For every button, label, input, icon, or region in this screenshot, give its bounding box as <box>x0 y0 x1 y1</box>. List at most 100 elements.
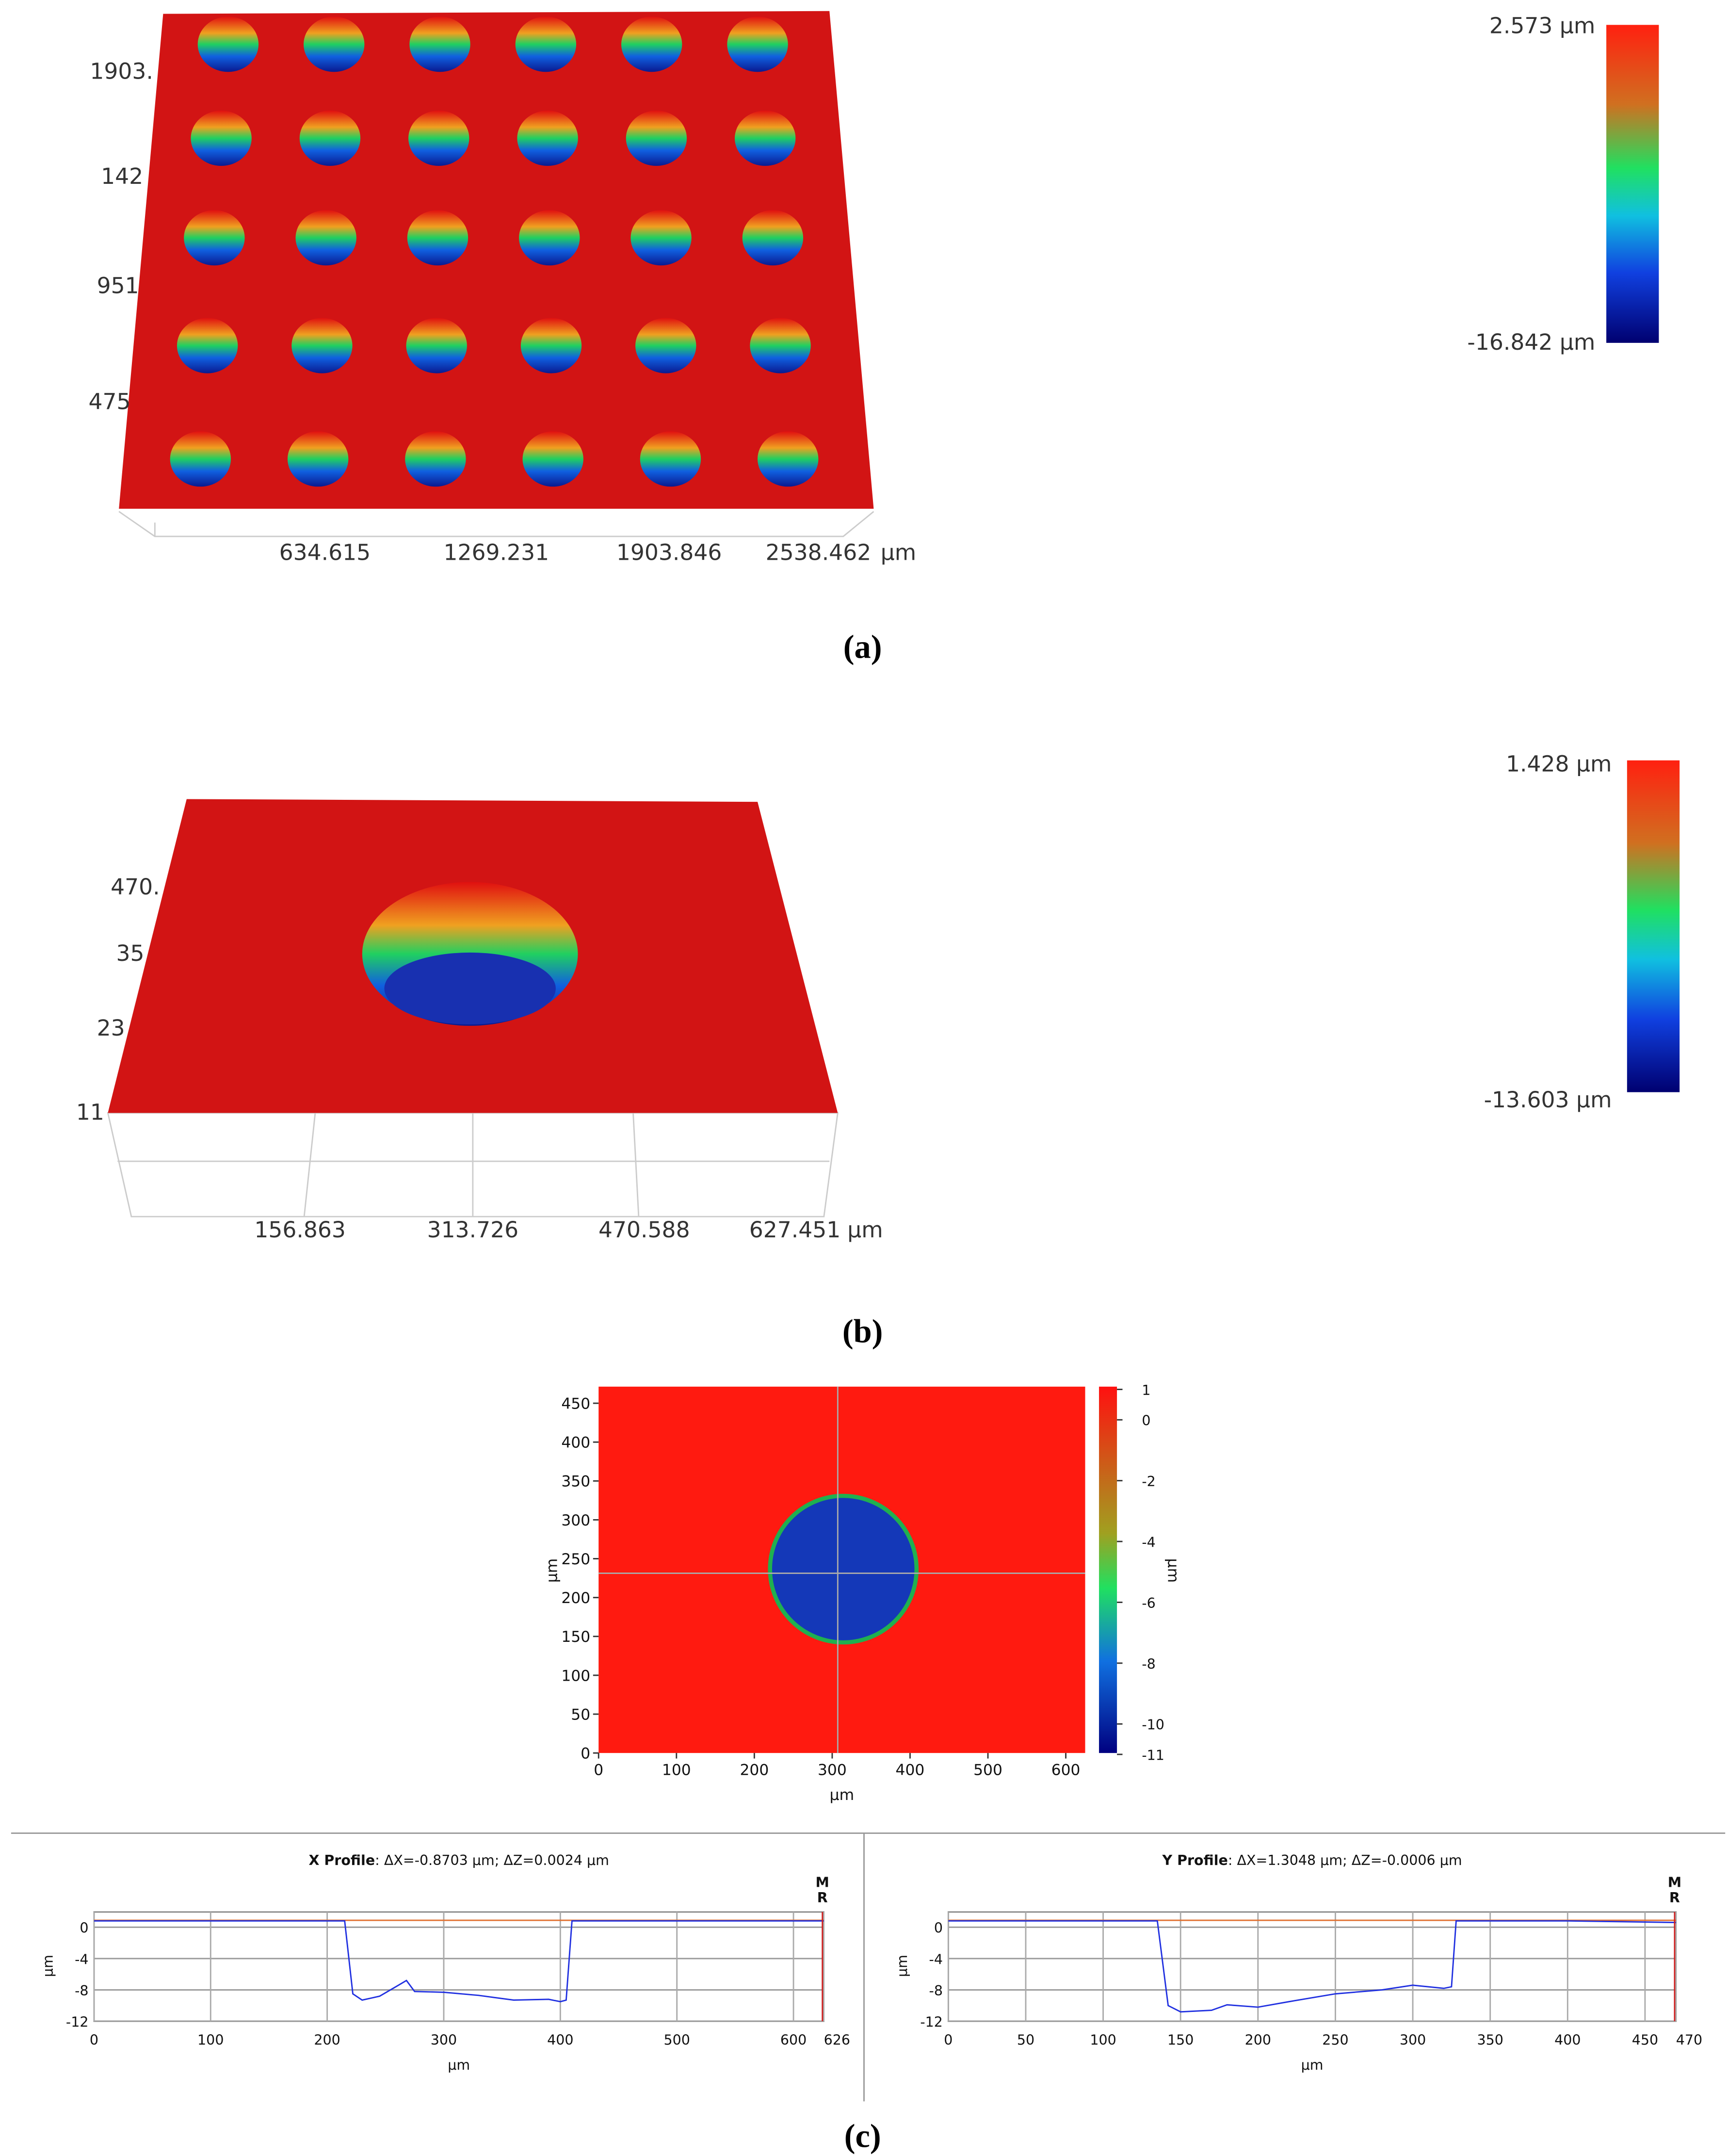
y-label: 23 <box>97 1015 125 1041</box>
profile-title: X Profile: ΔX=-0.8703 µm; ΔZ=0.0024 µm <box>309 1852 609 1868</box>
x-tick-label: 0 <box>944 2032 953 2048</box>
y-axis-label: µm <box>40 1955 56 1977</box>
y-label: 35 <box>116 940 145 966</box>
title: X Profile <box>309 1852 375 1868</box>
caption: (b) <box>842 1313 883 1350</box>
y-tick-label: 400 <box>561 1434 590 1452</box>
y-tick-label: 100 <box>561 1667 590 1685</box>
x-tick-label: 300 <box>431 2032 457 2048</box>
x-tick-label: 250 <box>1322 2032 1348 2048</box>
x-tick-label: 150 <box>1167 2032 1194 2048</box>
dimple <box>727 16 788 72</box>
y-tick-label: -8 <box>75 1983 88 1999</box>
x-label: 2538.462 <box>766 539 872 565</box>
dimple <box>635 318 696 373</box>
x-label: 1903.846 <box>616 539 722 565</box>
colorbar-c <box>1099 1386 1117 1753</box>
title: Y Profile <box>1162 1852 1228 1868</box>
dimple <box>515 16 577 72</box>
dimple <box>405 431 466 487</box>
colorbar-tick-label: -10 <box>1142 1717 1164 1733</box>
dimple <box>640 431 701 487</box>
panel-b-box <box>107 1112 839 1217</box>
dimple <box>299 111 361 166</box>
profile-title: Y Profile: ΔX=1.3048 µm; ΔZ=-0.0006 µm <box>1162 1852 1462 1868</box>
colorbar-tick-label: 1 <box>1142 1382 1150 1398</box>
y-tick-label: -8 <box>929 1983 943 1999</box>
y-axis-label: µm <box>544 1558 561 1583</box>
y-tick-label: 50 <box>571 1706 590 1723</box>
y-tick-label: 150 <box>561 1628 590 1646</box>
x-tick-label: 0 <box>594 1762 603 1779</box>
y-axis-label: µm <box>894 1955 910 1977</box>
x-tick-label: 500 <box>664 2032 690 2048</box>
x-label: 470.588 <box>598 1217 690 1243</box>
dimple <box>750 318 811 373</box>
subtitle: : ΔX=1.3048 µm; ΔZ=-0.0006 µm <box>1228 1852 1462 1868</box>
x-tick-label: 400 <box>547 2032 573 2048</box>
y-label: 142 <box>101 163 143 189</box>
y-tick-label: 0 <box>581 1745 590 1763</box>
y-label: 951 <box>97 273 139 298</box>
y-tick-label: -4 <box>75 1951 88 1967</box>
dimple <box>519 210 580 266</box>
dimple <box>522 431 583 487</box>
panel-a-box <box>118 511 874 537</box>
dimple <box>170 431 231 487</box>
scale-min: -16.842 µm <box>1467 329 1595 355</box>
profile-line <box>94 1920 824 2003</box>
colorbar-b <box>1627 760 1680 1092</box>
y-tick-label: -12 <box>920 2014 943 2030</box>
x-tick-label: 300 <box>1400 2032 1426 2048</box>
y-label: 11 <box>76 1100 104 1125</box>
y-tick-label: 350 <box>561 1473 590 1491</box>
crater <box>768 1493 919 1645</box>
dimple <box>734 111 796 166</box>
scale-max: 2.573 µm <box>1489 13 1595 38</box>
x-tick-label: 300 <box>818 1762 847 1779</box>
plot-area <box>947 1911 1677 2022</box>
profile-line <box>948 1920 1676 2013</box>
x-axis-label: µm <box>448 2057 470 2073</box>
y-tick-label: 0 <box>934 1920 943 1936</box>
x-tick-label: 50 <box>1017 2032 1034 2048</box>
x-tick-label: 450 <box>1632 2032 1658 2048</box>
colorbar-label: µm <box>1164 1558 1182 1583</box>
y-label: 1903. <box>90 58 153 84</box>
dimple <box>520 318 582 373</box>
dimple <box>184 210 245 266</box>
x-label: 627.451 <box>749 1217 841 1243</box>
dimples-a <box>170 16 819 487</box>
dimple <box>197 16 259 72</box>
colorbar-a <box>1606 25 1659 343</box>
marker: M <box>1668 1875 1681 1891</box>
caption: (c) <box>844 2117 881 2154</box>
x-tick-label: 100 <box>197 2032 224 2048</box>
x-tick-label: 470 <box>1676 2032 1702 2048</box>
x-tick-label: 400 <box>1554 2032 1581 2048</box>
y-tick-label: 0 <box>80 1920 88 1936</box>
dimple <box>517 111 578 166</box>
dimple <box>742 210 804 266</box>
dimple <box>287 431 349 487</box>
dimple <box>295 210 356 266</box>
dimple <box>407 210 468 266</box>
y-tick-label: 200 <box>561 1589 590 1607</box>
plot-area <box>93 1911 824 2022</box>
dimple <box>408 111 469 166</box>
dimple-b-floor <box>384 952 556 1025</box>
x-tick-label: 100 <box>1090 2032 1116 2048</box>
dimple <box>409 16 470 72</box>
colorbar-tick-label: -4 <box>1142 1534 1155 1550</box>
y-tick-label: 300 <box>561 1512 590 1529</box>
x-tick-label: 626 <box>824 2032 850 2048</box>
dimple <box>291 318 353 373</box>
x-tick-label: 200 <box>314 2032 340 2048</box>
y-tick-label: 250 <box>561 1551 590 1568</box>
x-tick-label: 200 <box>740 1762 769 1779</box>
dimple <box>406 318 467 373</box>
subtitle: : ΔX=-0.8703 µm; ΔZ=0.0024 µm <box>375 1852 609 1868</box>
dimple <box>177 318 238 373</box>
